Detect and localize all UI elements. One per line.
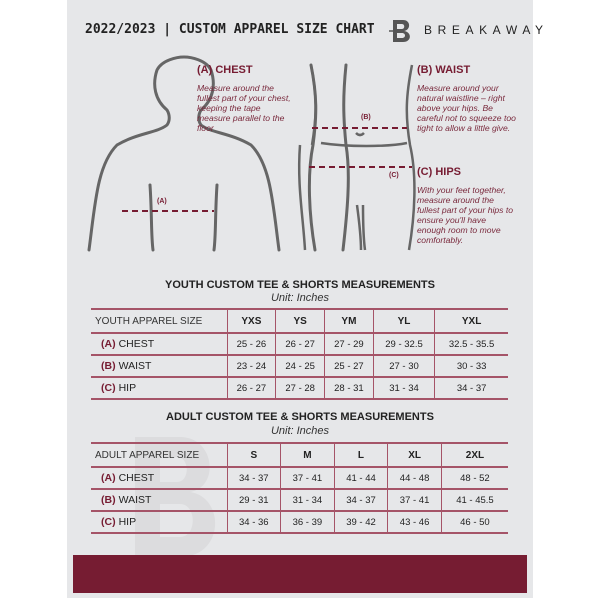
waist-marker: (B) bbox=[361, 114, 371, 121]
table-header-row: ADULT APPAREL SIZE S M L XL 2XL bbox=[91, 442, 508, 468]
hips-heading: (C) HIPS bbox=[417, 166, 461, 178]
table-row: (B) WAIST 29 - 31 31 - 34 34 - 37 37 - 41 41 -… bbox=[91, 489, 508, 512]
size-column-header: L bbox=[333, 442, 388, 468]
measurement-value: 27 - 28 bbox=[275, 377, 325, 400]
measurement-value: 31 - 34 bbox=[372, 377, 435, 400]
measurement-value: 34 - 37 bbox=[333, 489, 388, 512]
youth-table-title: YOUTH CUSTOM TEE & SHORTS MEASUREMENTS bbox=[165, 279, 435, 291]
measurement-value: 43 - 46 bbox=[387, 511, 442, 534]
measurement-value: 29 - 32.5 bbox=[372, 333, 435, 356]
measurement-label: (C) HIP bbox=[91, 511, 227, 534]
measurement-value: 36 - 39 bbox=[280, 511, 335, 534]
hips-description: With your feet together, measure around … bbox=[417, 185, 514, 245]
measurement-name: CHEST bbox=[118, 338, 155, 350]
measurement-name: CHEST bbox=[118, 472, 155, 484]
measurement-letter: (B) bbox=[101, 494, 116, 506]
table-row: (A) CHEST 25 - 26 26 - 27 27 - 29 29 - 32.5 32… bbox=[91, 333, 508, 356]
youth-table-unit: Unit: Inches bbox=[270, 292, 330, 304]
measurement-letter: (C) bbox=[101, 382, 116, 394]
size-column-header: XL bbox=[387, 442, 442, 468]
measurement-value: 30 - 33 bbox=[434, 355, 508, 378]
brand-name: BREAKAWAY bbox=[424, 23, 549, 37]
measurement-value: 34 - 37 bbox=[434, 377, 508, 400]
measurement-value: 26 - 27 bbox=[226, 377, 276, 400]
measurement-value: 46 - 50 bbox=[440, 511, 508, 534]
measurement-value: 37 - 41 bbox=[280, 467, 335, 490]
measurement-letter: (A) bbox=[101, 338, 116, 350]
chest-description: Measure around the fullest part of your … bbox=[197, 83, 291, 133]
upper-body-figure bbox=[87, 55, 281, 252]
brand-logo-icon bbox=[389, 20, 410, 42]
page-title: 2022/2023 | CUSTOM APPAREL SIZE CHART bbox=[85, 22, 375, 37]
measurement-value: 25 - 27 bbox=[324, 355, 374, 378]
measurement-value: 44 - 48 bbox=[387, 467, 442, 490]
table-header-row: YOUTH APPAREL SIZE YXS YS YM YL YXL bbox=[91, 308, 508, 334]
measurement-label: (A) CHEST bbox=[91, 333, 227, 356]
adult-table-title: ADULT CUSTOM TEE & SHORTS MEASUREMENTS bbox=[166, 411, 434, 423]
measurement-value: 27 - 30 bbox=[372, 355, 435, 378]
measurement-label: (C) HIP bbox=[91, 377, 227, 400]
table-row: (C) HIP 34 - 36 36 - 39 39 - 42 43 - 46 46 - 5… bbox=[91, 511, 508, 534]
size-column-header: YXS bbox=[226, 308, 276, 334]
measurement-letter: (C) bbox=[101, 516, 116, 528]
hips-marker: (C) bbox=[389, 172, 399, 179]
measurement-value: 41 - 44 bbox=[333, 467, 388, 490]
table-row: (C) HIP 26 - 27 27 - 28 28 - 31 31 - 34 34 - 3… bbox=[91, 377, 508, 400]
size-label-header: ADULT APPAREL SIZE bbox=[91, 442, 227, 468]
adult-size-table: ADULT APPAREL SIZE S M L XL 2XL (A) CHEST 34 - 3… bbox=[91, 442, 508, 534]
measurement-value: 24 - 25 bbox=[275, 355, 325, 378]
measurement-label: (A) CHEST bbox=[91, 467, 227, 490]
size-column-header: 2XL bbox=[440, 442, 508, 468]
measurement-label: (B) WAIST bbox=[91, 489, 227, 512]
size-column-header: YL bbox=[372, 308, 435, 334]
body-figures-illustration bbox=[87, 55, 416, 252]
waist-heading: (B) WAIST bbox=[417, 64, 471, 76]
measurement-value: 26 - 27 bbox=[275, 333, 325, 356]
chest-marker: (A) bbox=[157, 198, 167, 205]
measurement-value: 37 - 41 bbox=[387, 489, 442, 512]
measurement-value: 48 - 52 bbox=[440, 467, 508, 490]
size-column-header: YM bbox=[324, 308, 374, 334]
measurement-letter: (B) bbox=[101, 360, 116, 372]
measurement-value: 25 - 26 bbox=[226, 333, 276, 356]
measurement-value: 39 - 42 bbox=[333, 511, 388, 534]
table-row: (B) WAIST 23 - 24 24 - 25 25 - 27 27 - 30 30 -… bbox=[91, 355, 508, 378]
measurement-name: WAIST bbox=[118, 360, 152, 372]
youth-size-table: YOUTH APPAREL SIZE YXS YS YM YL YXL (A) CHEST 25… bbox=[91, 308, 508, 400]
size-column-header: M bbox=[280, 442, 335, 468]
size-column-header: S bbox=[226, 442, 281, 468]
measurement-value: 41 - 45.5 bbox=[440, 489, 508, 512]
measurement-value: 29 - 31 bbox=[226, 489, 281, 512]
measurement-value: 23 - 24 bbox=[226, 355, 276, 378]
measurement-letter: (A) bbox=[101, 472, 116, 484]
adult-table-unit: Unit: Inches bbox=[270, 425, 330, 437]
measurement-value: 32.5 - 35.5 bbox=[434, 333, 508, 356]
size-column-header: YS bbox=[275, 308, 325, 334]
measurement-value: 28 - 31 bbox=[324, 377, 374, 400]
waist-description: Measure around your natural waistline – … bbox=[417, 83, 516, 133]
size-label-header: YOUTH APPAREL SIZE bbox=[91, 308, 227, 334]
size-column-header: YXL bbox=[434, 308, 508, 334]
chest-heading: (A) CHEST bbox=[197, 64, 253, 76]
measurement-name: HIP bbox=[118, 516, 137, 528]
measurement-name: HIP bbox=[118, 382, 137, 394]
footer-bar bbox=[73, 555, 527, 593]
table-row: (A) CHEST 34 - 37 37 - 41 41 - 44 44 - 48 48 -… bbox=[91, 467, 508, 490]
measurement-label: (B) WAIST bbox=[91, 355, 227, 378]
size-chart-page: 2022/2023 | CUSTOM APPAREL SIZE CHART BR… bbox=[67, 0, 543, 598]
measurement-value: 31 - 34 bbox=[280, 489, 335, 512]
measurement-name: WAIST bbox=[118, 494, 152, 506]
measurement-value: 34 - 37 bbox=[226, 467, 281, 490]
measurement-value: 34 - 36 bbox=[226, 511, 281, 534]
measurement-value: 27 - 29 bbox=[324, 333, 374, 356]
